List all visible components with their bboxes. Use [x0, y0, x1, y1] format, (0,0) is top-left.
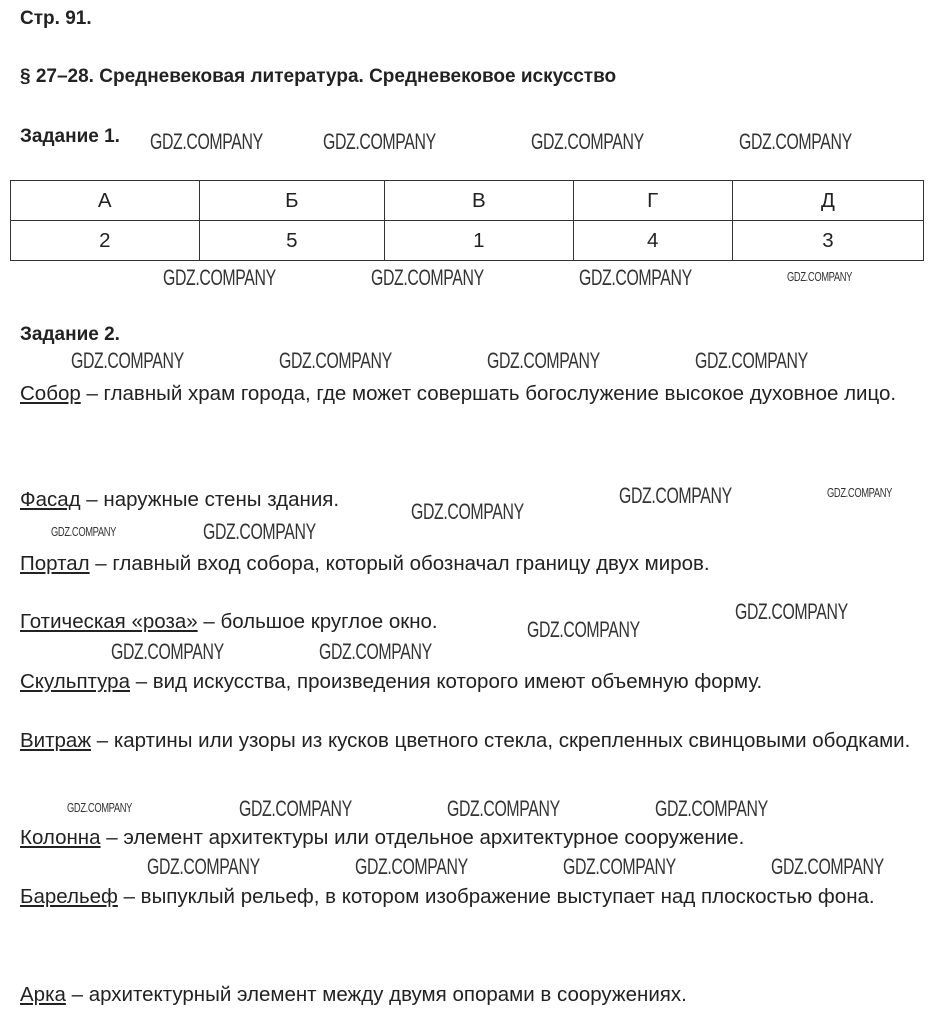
watermark: GDZ.COMPANY	[531, 129, 644, 154]
page-label: Стр. 91.	[20, 8, 92, 29]
definition-term: Арка	[20, 983, 66, 1006]
definition-text: – элемент архитектуры или отдельное архи…	[100, 826, 745, 849]
definition-text: – большое круглое окно.	[197, 610, 438, 633]
watermark: GDZ.COMPANY	[203, 519, 316, 544]
table-cell: 5	[198, 220, 386, 261]
definition-text: – главный вход собора, который обозначал…	[89, 552, 710, 575]
watermark: GDZ.COMPANY	[51, 524, 117, 539]
definition: Фасад – наружные стены здания.	[20, 480, 339, 519]
definition-term: Портал	[20, 552, 90, 575]
definition-text: – картины или узоры из кусков цветного с…	[91, 729, 911, 752]
table-header-cell: В	[384, 180, 574, 221]
definition-term: Витраж	[20, 729, 92, 752]
watermark: GDZ.COMPANY	[355, 854, 468, 879]
watermark: GDZ.COMPANY	[163, 265, 276, 290]
watermark: GDZ.COMPANY	[371, 265, 484, 290]
definition-term: Скульптура	[20, 670, 130, 693]
task2-title: Задание 2.	[20, 324, 120, 345]
table-cell: 4	[572, 220, 733, 261]
watermark: GDZ.COMPANY	[447, 796, 560, 821]
watermark: GDZ.COMPANY	[787, 269, 853, 284]
definition-term: Колонна	[20, 826, 101, 849]
table-cell: 1	[384, 220, 574, 261]
watermark: GDZ.COMPANY	[487, 348, 600, 373]
watermark: GDZ.COMPANY	[579, 265, 692, 290]
definition-text: – выпуклый рельеф, в котором изображение…	[117, 885, 875, 908]
watermark: GDZ.COMPANY	[67, 800, 133, 815]
watermark: GDZ.COMPANY	[111, 639, 224, 664]
section-title: § 27–28. Средневековая литература. Средн…	[20, 66, 617, 87]
definition: Барельеф – выпуклый рельеф, в котором из…	[20, 877, 875, 916]
table-header-cell: Б	[198, 180, 386, 221]
watermark: GDZ.COMPANY	[527, 617, 640, 642]
definition: Собор – главный храм города, где может с…	[20, 374, 896, 413]
watermark: GDZ.COMPANY	[71, 348, 184, 373]
definition-term: Фасад	[20, 488, 81, 511]
definition-text: – наружные стены здания.	[80, 488, 340, 511]
watermark: GDZ.COMPANY	[739, 129, 852, 154]
table-header-cell: Д	[731, 180, 925, 221]
watermark: GDZ.COMPANY	[147, 854, 260, 879]
table-header-cell: А	[10, 180, 200, 221]
watermark: GDZ.COMPANY	[323, 129, 436, 154]
watermark: GDZ.COMPANY	[150, 129, 263, 154]
definition: Арка – архитектурный элемент между двумя…	[20, 975, 687, 1014]
definition: Колонна – элемент архитектуры или отдель…	[20, 818, 744, 857]
watermark: GDZ.COMPANY	[239, 796, 352, 821]
definition: Портал – главный вход собора, который об…	[20, 544, 710, 583]
watermark: GDZ.COMPANY	[695, 348, 808, 373]
table-header-cell: Г	[572, 180, 733, 221]
definition: Скульптура – вид искусства, произведения…	[20, 662, 762, 701]
definition-term: Барельеф	[20, 885, 118, 908]
definition-term: Готическая «роза»	[20, 610, 198, 633]
watermark: GDZ.COMPANY	[619, 483, 732, 508]
watermark: GDZ.COMPANY	[279, 348, 392, 373]
watermark: GDZ.COMPANY	[827, 485, 893, 500]
table-cell: 2	[10, 220, 200, 261]
watermark: GDZ.COMPANY	[735, 599, 848, 624]
table-row: 2 5 1 4 3	[10, 220, 925, 261]
watermark: GDZ.COMPANY	[563, 854, 676, 879]
watermark: GDZ.COMPANY	[411, 499, 524, 524]
answer-table: А Б В Г Д 2 5 1 4 3	[10, 180, 925, 261]
definition: Готическая «роза» – большое круглое окно…	[20, 602, 438, 641]
table-header-row: А Б В Г Д	[10, 180, 925, 221]
definition-text: – архитектурный элемент между двумя опор…	[65, 983, 687, 1006]
watermark: GDZ.COMPANY	[771, 854, 884, 879]
definition-text: – вид искусства, произведения которого и…	[130, 670, 763, 693]
watermark: GDZ.COMPANY	[319, 639, 432, 664]
task1-title: Задание 1.	[20, 126, 120, 147]
table-cell: 3	[731, 220, 925, 261]
definition-term: Собор	[20, 382, 81, 405]
watermark: GDZ.COMPANY	[655, 796, 768, 821]
definition: Витраж – картины или узоры из кусков цве…	[20, 721, 910, 760]
definition-text: – главный храм города, где может соверша…	[80, 382, 897, 405]
